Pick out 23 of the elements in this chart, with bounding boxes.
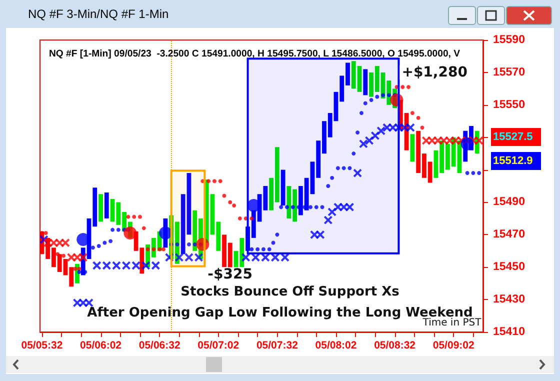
x-tick-label: 05/08:02 [315, 340, 357, 352]
x-tick-label: 05/06:02 [80, 340, 122, 352]
x-tick-label: 05/07:32 [256, 340, 298, 352]
y-tick-label: 15570 [493, 66, 525, 78]
x-tick-label: 05/08:32 [374, 340, 416, 352]
x-tick-label: 05/07:02 [198, 340, 240, 352]
y-tick-label: 15550 [493, 98, 525, 111]
y-tick-label: 15450 [493, 261, 525, 274]
text: 15527.5 [493, 131, 533, 143]
band-label: -$325 [208, 266, 252, 282]
x-tick-label: 05/05:32 [21, 340, 63, 352]
y-tick-label: 15410 [493, 326, 525, 338]
y-tick-label: 15470 [493, 228, 525, 241]
band-label: +$1,280 [402, 64, 468, 81]
y-tick-label: 15430 [493, 294, 525, 306]
x-tick-label: 05/09:02 [432, 340, 474, 352]
y-tick-label: 15490 [493, 196, 525, 208]
x-tick-label: 05/06:32 [138, 340, 180, 352]
y-tick-label: 15590 [493, 34, 525, 46]
annotation: Stocks Bounce Off Support Xs [180, 284, 400, 300]
text: 15512.9 [493, 155, 533, 167]
chart-title: NQ #F 3-Min/NQ #F 1-Min [28, 7, 169, 21]
text: NQ #F [1-Min] 09/05/23 -3.2500 C 15491.0000, H 15495.7500, L 15486.5000, O 15495.0000, V [49, 48, 461, 60]
